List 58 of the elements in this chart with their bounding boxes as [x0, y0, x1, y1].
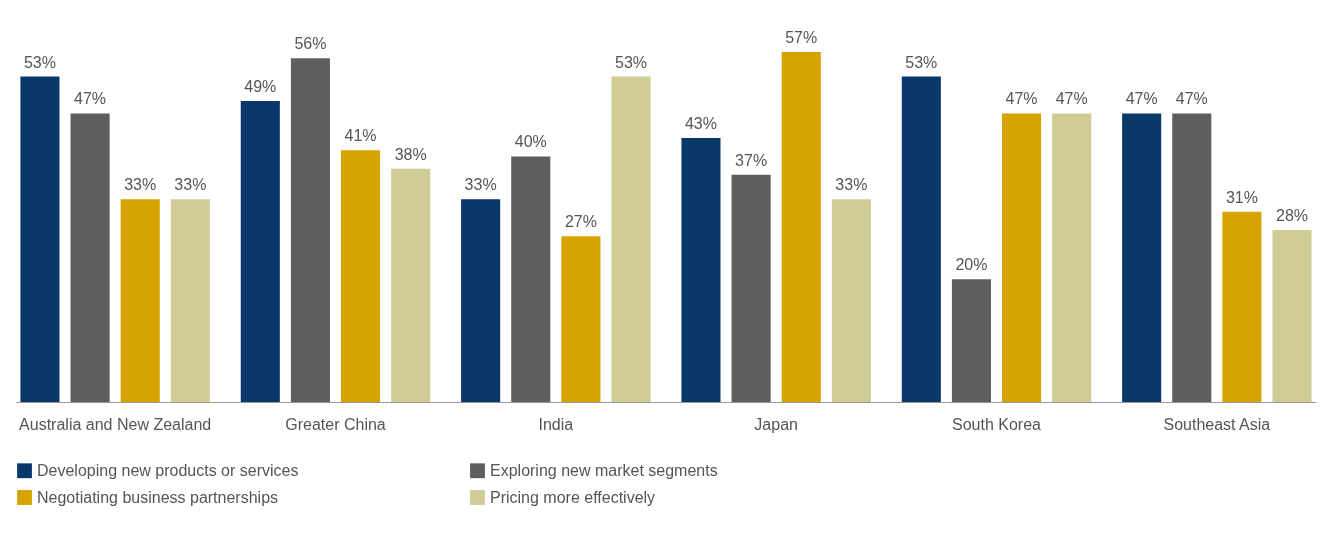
- bar: [1052, 113, 1092, 402]
- bar: [70, 113, 110, 402]
- bar: [20, 76, 60, 402]
- legend-label: Negotiating business partnerships: [37, 488, 279, 506]
- bar: [781, 52, 821, 402]
- bar: [170, 199, 210, 402]
- data-label: 33%: [835, 176, 868, 194]
- data-label: 40%: [514, 133, 547, 151]
- data-label: 28%: [1276, 207, 1309, 225]
- legend-label: Pricing more effectively: [490, 488, 656, 506]
- data-label: 33%: [124, 176, 157, 194]
- x-tick-label: Japan: [754, 415, 798, 433]
- data-label: 47%: [1055, 90, 1088, 108]
- bar: [561, 236, 601, 402]
- data-label: 53%: [23, 53, 56, 71]
- bar: [1222, 211, 1262, 402]
- bar: [341, 150, 381, 402]
- x-tick-label: Greater China: [285, 415, 386, 433]
- bar: [1002, 113, 1042, 402]
- bar: [1122, 113, 1162, 402]
- x-tick-label: South Korea: [952, 415, 1042, 433]
- data-label: 38%: [394, 145, 427, 163]
- bar: [681, 137, 721, 402]
- data-label: 31%: [1225, 188, 1258, 206]
- bar: [290, 58, 330, 402]
- bar: [1272, 230, 1312, 402]
- x-tick-label: India: [538, 415, 574, 433]
- data-label: 47%: [1125, 90, 1158, 108]
- bar: [901, 76, 941, 402]
- bar: [951, 279, 991, 402]
- bar: [1172, 113, 1212, 402]
- bar: [511, 156, 551, 402]
- data-label: 47%: [1175, 90, 1208, 108]
- data-label: 56%: [294, 35, 327, 53]
- bar: [240, 101, 280, 402]
- data-label: 53%: [905, 53, 938, 71]
- x-tick-label: Australia and New Zealand: [19, 415, 212, 433]
- data-label: 49%: [244, 78, 277, 96]
- data-label: 33%: [464, 176, 497, 194]
- x-tick-label: Southeast Asia: [1163, 415, 1271, 433]
- data-label: 47%: [1005, 90, 1038, 108]
- data-label: 27%: [564, 213, 597, 231]
- bar: [731, 174, 771, 402]
- data-label: 33%: [174, 176, 207, 194]
- data-label: 47%: [74, 90, 107, 108]
- bar: [461, 199, 501, 402]
- legend-label: Developing new products or services: [37, 461, 299, 479]
- data-label: 37%: [735, 151, 768, 169]
- bar: [611, 76, 651, 402]
- bar: [391, 168, 431, 402]
- bar: [831, 199, 871, 402]
- data-label: 57%: [785, 29, 818, 46]
- legend-label: Exploring new market segments: [490, 461, 718, 479]
- bar: [120, 199, 160, 402]
- data-label: 41%: [344, 127, 377, 145]
- data-label: 43%: [684, 114, 717, 132]
- data-label: 53%: [615, 53, 648, 71]
- data-label: 20%: [955, 256, 988, 274]
